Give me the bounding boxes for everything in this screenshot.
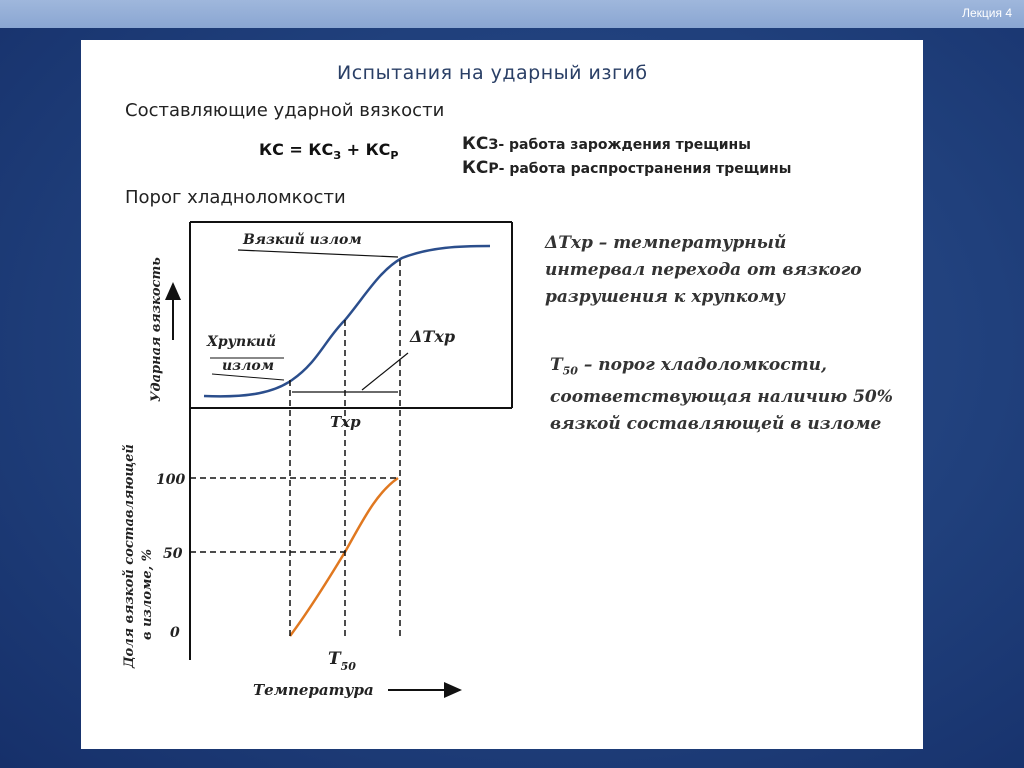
lower-y-label-1: Доля вязкой составляющей — [122, 444, 137, 669]
formula: КС = КСЗ + КСР — [259, 140, 398, 162]
brittle-label-1: Хрупкий — [206, 333, 276, 350]
slide-title: Испытания на ударный изгиб — [337, 62, 648, 84]
tick-0: 0 — [170, 625, 180, 641]
delta-note-line1: ΔТхр – температурный — [545, 233, 787, 253]
brittle-underline-2 — [211, 373, 285, 381]
tick-50: 50 — [163, 546, 183, 562]
formula-sub2: Р — [390, 149, 399, 163]
ductile-label: Вязкий излом — [242, 231, 362, 248]
formula-lhs: КС = КС — [259, 140, 334, 159]
delta-note-line3: разрушения к хрупкому — [545, 287, 785, 307]
slide-top-bar: Лекция 4 — [0, 0, 1024, 28]
delta-note: ΔТхр – температурный интервал перехода о… — [545, 230, 862, 311]
t50-note-text: – порог хладоломкости, — [577, 355, 827, 375]
formula-sub1: З — [333, 149, 342, 163]
t50-axis-sub: 50 — [341, 660, 357, 673]
def2-text: - работа распространения трещины — [498, 161, 792, 177]
t50-note-sub: 50 — [562, 364, 578, 378]
txr-label: Тхр — [330, 413, 361, 431]
delta-leader-line — [361, 352, 409, 391]
lecture-label: Лекция 4 — [962, 6, 1012, 20]
t50-note-symbol: Т — [550, 355, 563, 375]
subtitle-components: Составляющие ударной вязкости — [125, 100, 445, 121]
def1-text: - работа зарождения трещины — [498, 137, 751, 153]
tick-100: 100 — [156, 472, 185, 488]
ductile-leader-line — [237, 249, 399, 258]
definition-kcz: КСЗ- работа зарождения трещины — [462, 134, 751, 154]
definition-kcr: КСР- работа распространения трещины — [462, 158, 791, 178]
slide-card: Испытания на ударный изгиб Составляющие … — [81, 40, 923, 749]
temperature-label: Температура — [253, 681, 374, 699]
t50-note-line1: Т50 – порог хладоломкости, — [550, 352, 893, 384]
subtitle-threshold: Порог хладноломкости — [125, 187, 346, 208]
upper-y-label: Ударная вязкость — [149, 257, 164, 402]
formula-plus: + КС — [341, 140, 391, 159]
t50-axis-symbol: Т — [328, 649, 342, 669]
brittle-label-2: излом — [222, 358, 274, 374]
ductile-fraction-curve — [288, 476, 399, 637]
def2-sub: Р — [488, 161, 499, 177]
def1-sub: З — [488, 137, 499, 153]
t50-axis-label: Т50 — [328, 649, 356, 673]
lower-y-label-2: в изломе, % — [140, 549, 155, 640]
def1-symbol: КС — [462, 134, 489, 154]
t50-note: Т50 – порог хладоломкости, соответствующ… — [550, 352, 893, 438]
delta-note-line2: интервал перехода от вязкого — [545, 260, 862, 280]
t50-note-line2: соответствующая наличию 50% — [550, 387, 893, 408]
def2-symbol: КС — [462, 158, 489, 178]
delta-label: ΔТхр — [409, 327, 455, 346]
t50-note-line3: вязкой составляющей в изломе — [550, 414, 882, 435]
